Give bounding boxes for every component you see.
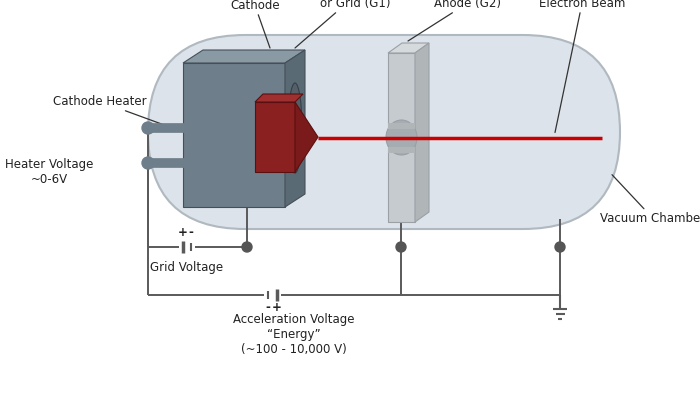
- Circle shape: [396, 242, 406, 252]
- FancyBboxPatch shape: [148, 35, 620, 229]
- Text: Acceleration Voltage
“Energy”
(~100 - 10,000 V): Acceleration Voltage “Energy” (~100 - 10…: [233, 313, 355, 356]
- Ellipse shape: [386, 120, 417, 155]
- Circle shape: [555, 242, 565, 252]
- Polygon shape: [388, 53, 415, 222]
- Circle shape: [142, 157, 154, 169]
- Polygon shape: [255, 94, 303, 102]
- Text: -: -: [188, 226, 193, 239]
- Text: -: -: [265, 301, 270, 314]
- Text: Cathode: Cathode: [230, 0, 280, 48]
- Polygon shape: [388, 123, 415, 129]
- Text: Cathode Heater: Cathode Heater: [53, 95, 178, 130]
- Text: Heater Voltage
~0-6V: Heater Voltage ~0-6V: [5, 158, 93, 186]
- Text: +: +: [178, 226, 188, 239]
- Polygon shape: [415, 43, 429, 222]
- Polygon shape: [255, 102, 295, 172]
- Polygon shape: [295, 102, 318, 172]
- Polygon shape: [183, 50, 305, 63]
- Circle shape: [242, 242, 252, 252]
- Text: Wehnelt Cylinder
or Grid (G1): Wehnelt Cylinder or Grid (G1): [295, 0, 406, 48]
- Text: Vacuum Chamber: Vacuum Chamber: [600, 175, 700, 224]
- Text: Grid Voltage: Grid Voltage: [150, 261, 223, 274]
- Polygon shape: [388, 146, 415, 152]
- Circle shape: [142, 122, 154, 134]
- Ellipse shape: [288, 83, 302, 173]
- Polygon shape: [183, 63, 285, 207]
- Polygon shape: [285, 50, 305, 207]
- Text: +: +: [272, 301, 282, 314]
- Polygon shape: [388, 43, 429, 53]
- Text: Electron Beam: Electron Beam: [539, 0, 625, 133]
- Text: Anode (G2): Anode (G2): [408, 0, 500, 41]
